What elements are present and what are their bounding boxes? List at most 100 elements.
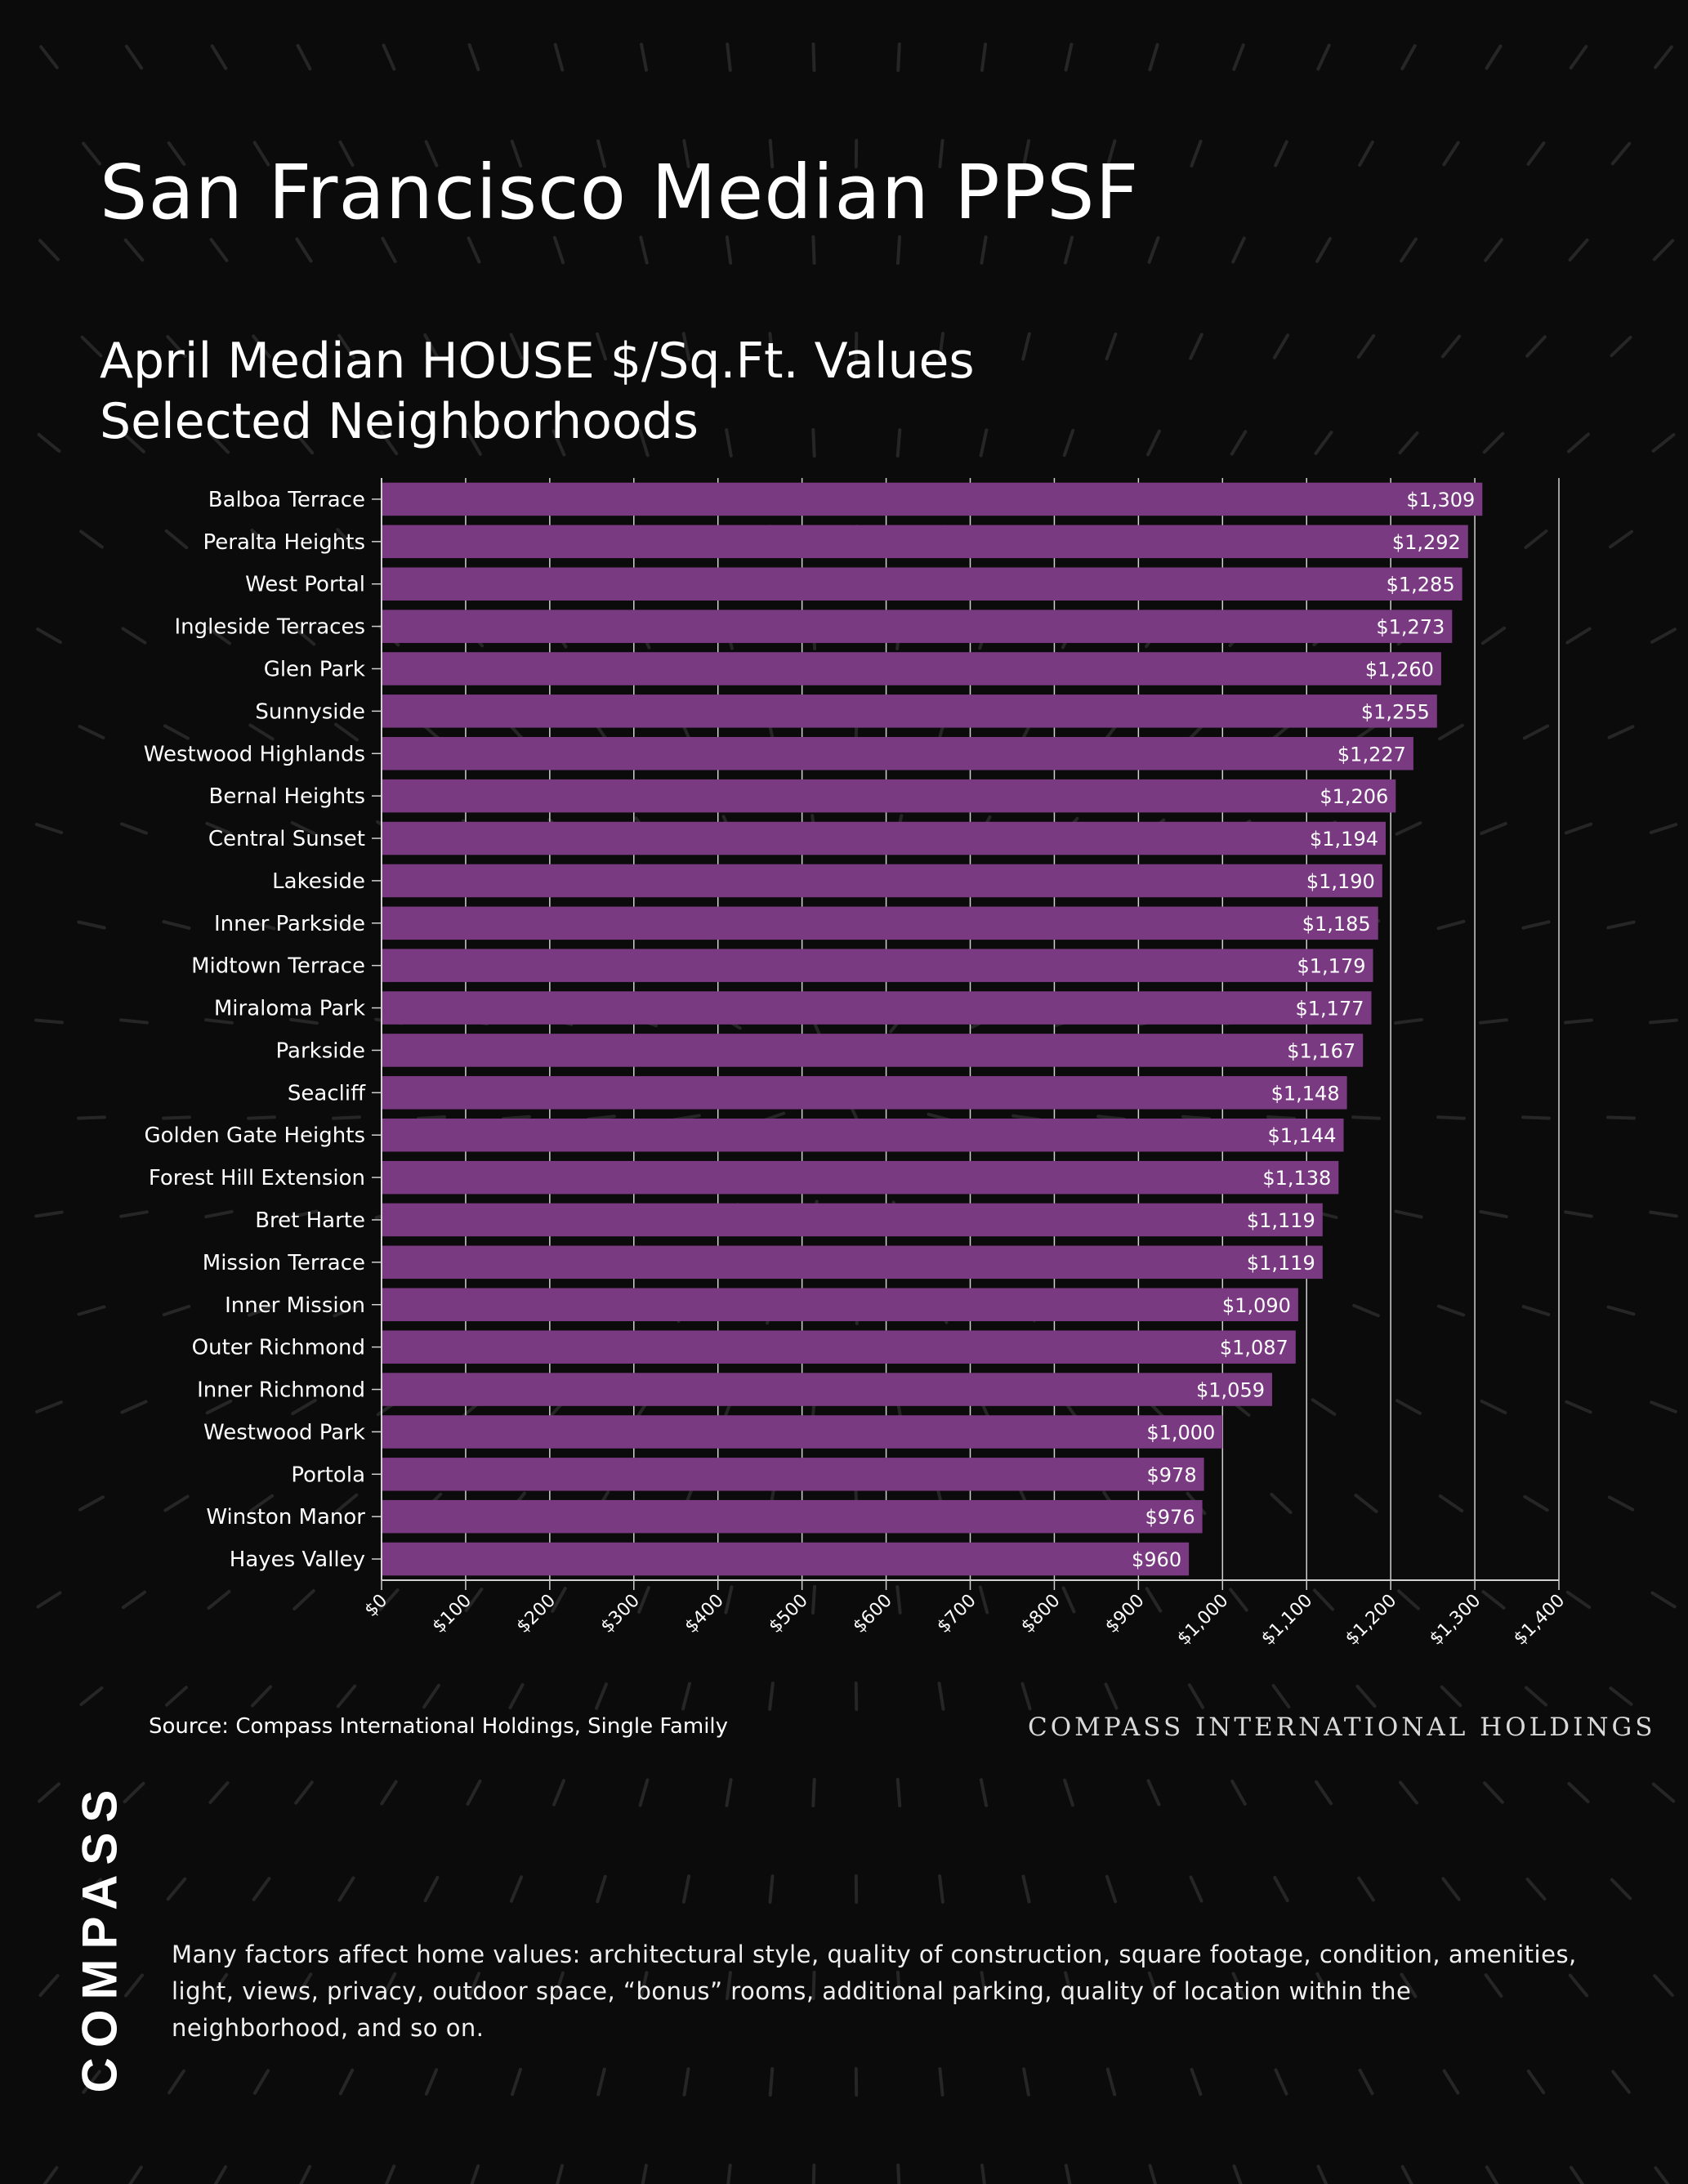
dash-mark — [1272, 333, 1290, 360]
dash-mark — [1270, 1493, 1293, 1514]
category-label: Central Sunset — [208, 827, 365, 851]
dash-mark — [119, 1210, 149, 1218]
dash-mark — [1232, 43, 1245, 71]
bar-value-label: $1,260 — [1365, 659, 1434, 681]
dash-mark — [34, 1210, 64, 1218]
dash-mark — [811, 428, 816, 458]
dash-mark — [1064, 1971, 1074, 2000]
dash-mark — [252, 141, 270, 167]
bar — [382, 1034, 1364, 1067]
dash-mark — [640, 42, 648, 72]
dash-mark — [1480, 1400, 1507, 1414]
dash-mark — [980, 2164, 986, 2184]
dash-mark — [467, 1972, 481, 1999]
dash-mark — [1523, 1494, 1549, 1512]
dash-mark — [120, 1400, 148, 1414]
dash-mark — [382, 43, 396, 71]
dash-mark — [250, 529, 273, 550]
dash-mark — [1570, 2165, 1585, 2184]
dash-mark — [1189, 1875, 1203, 1903]
dash-mark — [1611, 2070, 1631, 2094]
dash-mark — [34, 1018, 64, 1025]
dash-mark — [1358, 2068, 1374, 2096]
x-tick-label: $1,100 — [1257, 1591, 1316, 1650]
dash-mark — [1480, 626, 1507, 645]
x-tick-label: $600 — [850, 1591, 896, 1637]
dash-mark — [1564, 1018, 1593, 1025]
dash-mark — [938, 2067, 944, 2097]
dash-pattern-group — [34, 42, 1678, 2184]
dash-mark — [1650, 1591, 1677, 1609]
dash-mark — [1521, 920, 1551, 930]
dash-mark — [380, 1780, 398, 1806]
dash-mark — [896, 42, 901, 72]
dash-mark — [1396, 1399, 1422, 1415]
dash-mark — [290, 821, 318, 836]
dash-mark — [1358, 141, 1374, 167]
dash-mark — [1230, 1780, 1247, 1806]
dash-mark — [204, 1018, 234, 1025]
dash-mark — [1565, 627, 1592, 645]
dash-mark — [334, 722, 359, 742]
bar-value-label: $1,119 — [1247, 1209, 1315, 1232]
dash-mark — [1482, 431, 1505, 454]
dash-mark — [1231, 236, 1246, 264]
dash-mark — [208, 431, 230, 454]
dash-mark — [1485, 2165, 1499, 2184]
category-label: Westwood Highlands — [144, 742, 365, 766]
subtitle-line-2: Selected Neighborhoods — [100, 393, 699, 450]
dash-mark — [1436, 919, 1466, 931]
dash-mark — [248, 723, 275, 741]
dash-mark — [123, 1781, 145, 1804]
x-tick-label: $200 — [513, 1591, 560, 1637]
dash-mark — [1315, 1972, 1332, 1999]
dash-mark — [979, 1778, 989, 1807]
dash-mark — [1146, 1779, 1161, 1807]
dash-mark — [209, 238, 229, 262]
dash-mark — [768, 139, 775, 168]
dash-mark — [552, 1779, 565, 1807]
dash-mark — [1063, 1778, 1074, 1807]
dash-mark — [252, 1877, 271, 1901]
dash-mark — [78, 1495, 105, 1512]
dash-mark — [1606, 1115, 1636, 1120]
dash-mark — [1442, 141, 1460, 167]
dash-mark — [1436, 1304, 1466, 1317]
bar-value-label: $1,087 — [1220, 1337, 1288, 1360]
dash-mark — [641, 2164, 648, 2184]
dash-mark — [207, 626, 231, 645]
dash-mark — [384, 2164, 396, 2184]
category-label: Seacliff — [288, 1081, 366, 1105]
bar-value-label: $1,292 — [1392, 531, 1461, 554]
dash-mark — [162, 1115, 191, 1120]
dash-mark — [1525, 1877, 1547, 1901]
dash-mark — [979, 428, 989, 458]
x-tick-label: $700 — [933, 1591, 980, 1637]
dash-mark — [552, 235, 565, 265]
category-label: Bernal Heights — [209, 784, 365, 809]
dash-mark — [1522, 724, 1550, 740]
dash-mark — [1147, 236, 1160, 264]
dash-mark — [119, 1018, 149, 1025]
dash-mark — [1105, 2067, 1117, 2097]
dash-mark — [980, 235, 988, 265]
bar — [382, 1415, 1223, 1449]
dash-mark — [39, 45, 59, 69]
dash-mark — [937, 332, 945, 361]
bar-value-label: $1,000 — [1146, 1421, 1215, 1444]
dash-mark — [768, 1682, 775, 1711]
bar-value-label: $1,090 — [1222, 1294, 1291, 1317]
dash-mark — [1484, 1973, 1503, 1998]
dash-mark — [1609, 1686, 1633, 1706]
dash-mark — [1483, 1781, 1504, 1804]
dash-mark — [681, 332, 691, 361]
dash-mark — [596, 139, 606, 168]
category-label: Miraloma Park — [214, 997, 365, 1021]
dash-mark — [937, 1682, 945, 1711]
bar-value-label: $1,227 — [1337, 743, 1406, 766]
dash-mark — [725, 1778, 733, 1807]
dash-mark — [1190, 140, 1203, 167]
bar — [382, 1203, 1323, 1237]
bar — [382, 1076, 1347, 1110]
dash-mark — [467, 236, 481, 264]
